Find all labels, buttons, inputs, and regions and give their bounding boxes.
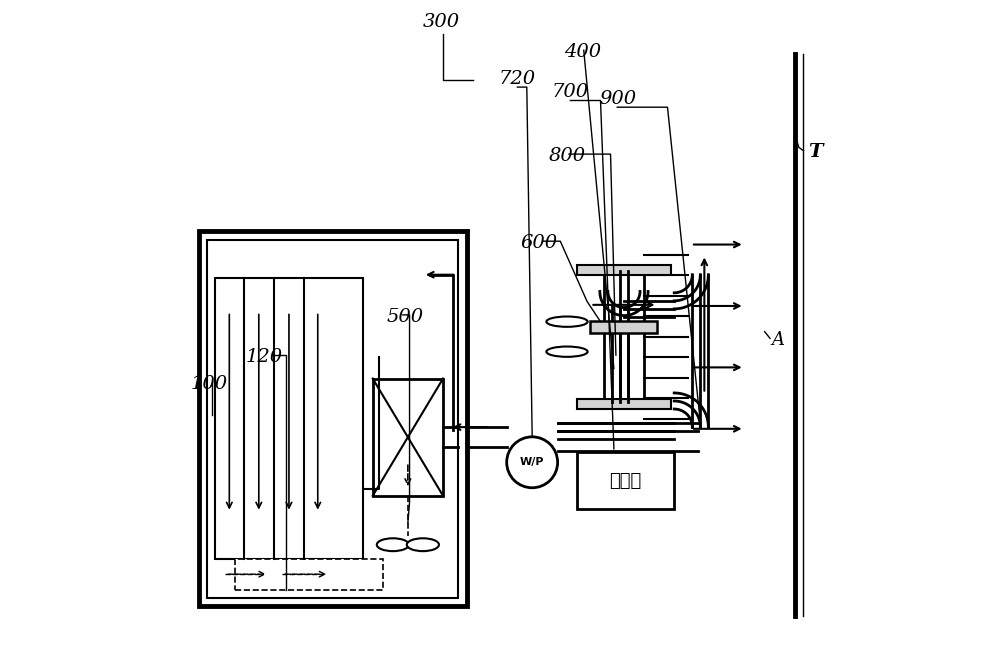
Text: 800: 800 xyxy=(548,147,585,165)
Bar xyxy=(577,265,671,275)
Ellipse shape xyxy=(546,346,588,357)
Bar xyxy=(207,240,458,598)
Circle shape xyxy=(507,437,558,488)
Bar xyxy=(590,321,657,333)
Bar xyxy=(577,399,671,409)
Bar xyxy=(373,379,443,496)
Ellipse shape xyxy=(407,538,439,551)
Ellipse shape xyxy=(546,316,588,327)
Text: 120: 120 xyxy=(245,348,283,366)
Bar xyxy=(215,278,363,559)
Text: A: A xyxy=(771,331,784,349)
Text: 600: 600 xyxy=(520,234,557,252)
Bar xyxy=(577,452,674,509)
Bar xyxy=(604,271,644,402)
Text: 500: 500 xyxy=(386,308,423,326)
Text: W/P: W/P xyxy=(520,458,544,467)
Text: 100: 100 xyxy=(190,375,228,393)
Bar xyxy=(199,231,466,606)
Text: 700: 700 xyxy=(552,83,589,101)
Text: 400: 400 xyxy=(564,43,601,61)
Text: 300: 300 xyxy=(423,13,460,31)
Ellipse shape xyxy=(377,538,409,551)
Text: 控制器: 控制器 xyxy=(610,472,642,490)
Text: 900: 900 xyxy=(599,90,636,108)
Text: 720: 720 xyxy=(499,70,536,88)
Bar xyxy=(235,559,383,590)
Text: T: T xyxy=(808,143,823,161)
